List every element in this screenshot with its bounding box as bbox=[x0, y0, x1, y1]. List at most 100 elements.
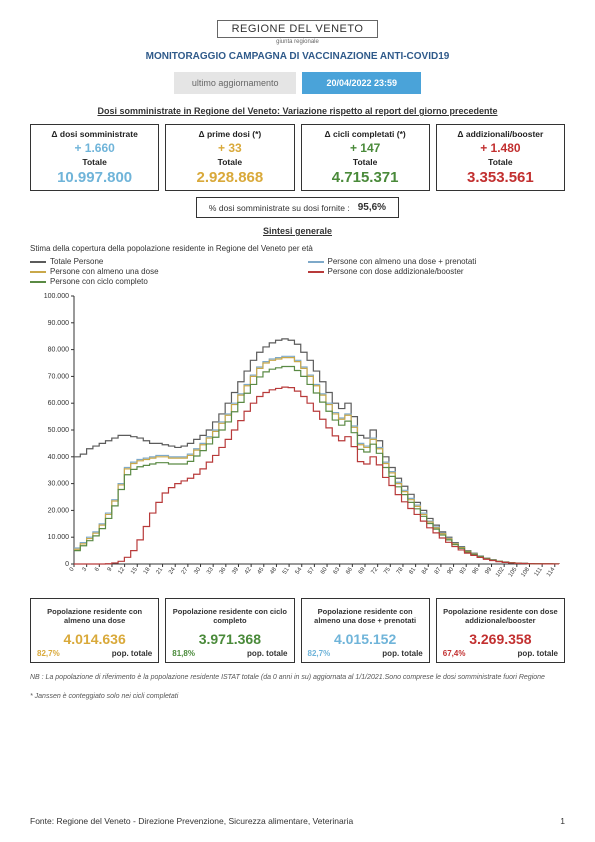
svg-text:108: 108 bbox=[520, 566, 531, 578]
svg-text:57: 57 bbox=[307, 566, 316, 575]
bstat-pct: 82,7% bbox=[37, 649, 60, 658]
stat-box: Δ cicli completati (*)+ 147Totale4.715.3… bbox=[301, 124, 430, 191]
update-row: ultimo aggiornamento 20/04/2022 23:59 bbox=[30, 72, 565, 94]
stat-total: 3.353.561 bbox=[439, 169, 562, 186]
bstat-pop-label: pop. totale bbox=[112, 649, 152, 658]
svg-text:96: 96 bbox=[472, 566, 481, 575]
footnote-2: * Janssen è conteggiato solo nei cicli c… bbox=[30, 692, 565, 701]
stat-total-label: Totale bbox=[439, 157, 562, 167]
bstat-title: Popolazione residente con almeno una dos… bbox=[33, 603, 156, 629]
svg-text:60: 60 bbox=[320, 566, 329, 575]
update-label: ultimo aggiornamento bbox=[174, 72, 297, 94]
svg-text:40.000: 40.000 bbox=[48, 454, 70, 461]
legend-item: Persone con dose addizionale/booster bbox=[308, 267, 566, 276]
population-stat-box: Popolazione residente con almeno una dos… bbox=[30, 598, 159, 663]
stat-boxes-row: Δ dosi somministrate + 1.660 Totale 10.997.… bbox=[30, 124, 565, 191]
stat-delta: + 1.480 bbox=[439, 141, 562, 155]
stat-total-label: Totale bbox=[168, 157, 291, 167]
legend-label: Persone con dose addizionale/booster bbox=[328, 267, 464, 276]
svg-text:12: 12 bbox=[117, 566, 126, 575]
stat-box: Δ dosi somministrate + 1.660 Totale 10.997.… bbox=[30, 124, 159, 191]
svg-text:93: 93 bbox=[459, 566, 468, 575]
svg-text:33: 33 bbox=[206, 566, 215, 575]
svg-text:54: 54 bbox=[295, 566, 304, 575]
legend-item: Persone con almeno una dose + prenotati bbox=[308, 257, 566, 266]
population-stats-row: Popolazione residente con almeno una dos… bbox=[30, 598, 565, 663]
svg-text:18: 18 bbox=[143, 566, 152, 575]
svg-text:111: 111 bbox=[534, 566, 545, 577]
stat-total: 4.715.371 bbox=[304, 169, 427, 186]
page-footer: Fonte: Regione del Veneto - Direzione Pr… bbox=[30, 816, 565, 826]
svg-text:9: 9 bbox=[107, 566, 114, 573]
legend-item: Persone con ciclo completo bbox=[30, 277, 288, 286]
svg-text:51: 51 bbox=[282, 566, 291, 575]
stat-total: 10.997.800 bbox=[33, 169, 156, 186]
svg-text:0: 0 bbox=[69, 566, 76, 573]
pct-row: % dosi somministrate su dosi fornite : 9… bbox=[30, 197, 565, 218]
bstat-pct: 82,7% bbox=[308, 649, 331, 658]
stat-title: Δ dosi somministrate bbox=[33, 129, 156, 139]
svg-text:3: 3 bbox=[81, 566, 88, 573]
svg-text:66: 66 bbox=[345, 566, 354, 575]
svg-text:69: 69 bbox=[358, 566, 367, 575]
section-synthesis-title: Sintesi generale bbox=[30, 226, 565, 236]
svg-text:36: 36 bbox=[219, 566, 228, 575]
svg-text:80.000: 80.000 bbox=[48, 347, 70, 354]
svg-text:70.000: 70.000 bbox=[48, 373, 70, 380]
header-logo: REGIONE DEL VENETO giunta regionale bbox=[30, 20, 565, 45]
chart-description: Stima della copertura della popolazione … bbox=[30, 244, 565, 253]
svg-text:78: 78 bbox=[396, 566, 405, 575]
svg-text:45: 45 bbox=[257, 566, 266, 575]
stat-title: Δ cicli completati (*) bbox=[304, 129, 427, 139]
pct-label: % dosi somministrate su dosi fornite : bbox=[209, 203, 350, 213]
bstat-pop-label: pop. totale bbox=[382, 649, 422, 658]
footer-source: Fonte: Regione del Veneto - Direzione Pr… bbox=[30, 816, 353, 826]
page-title: MONITORAGGIO CAMPAGNA DI VACCINAZIONE AN… bbox=[30, 51, 565, 62]
stat-total-label: Totale bbox=[33, 157, 156, 167]
svg-text:114: 114 bbox=[546, 566, 557, 578]
svg-text:10.000: 10.000 bbox=[48, 534, 70, 541]
svg-text:15: 15 bbox=[130, 566, 139, 575]
bstat-value: 4.015.152 bbox=[304, 631, 427, 647]
svg-text:6: 6 bbox=[94, 566, 101, 573]
svg-text:0: 0 bbox=[65, 561, 69, 568]
stat-total-label: Totale bbox=[304, 157, 427, 167]
svg-text:99: 99 bbox=[484, 566, 493, 575]
svg-text:50.000: 50.000 bbox=[48, 427, 70, 434]
svg-text:105: 105 bbox=[508, 566, 519, 578]
bstat-value: 3.971.368 bbox=[168, 631, 291, 647]
stat-total: 2.928.868 bbox=[168, 169, 291, 186]
bstat-title: Popolazione residente con almeno una dos… bbox=[304, 603, 427, 629]
footnote-1: NB : La popolazione di riferimento è la … bbox=[30, 673, 565, 682]
bstat-value: 4.014.636 bbox=[33, 631, 156, 647]
pct-value: 95,6% bbox=[358, 202, 386, 213]
logo-subtitle: giunta regionale bbox=[30, 39, 565, 45]
population-stat-box: Popolazione residente con dose addiziona… bbox=[436, 598, 565, 663]
bstat-pct: 67,4% bbox=[443, 649, 466, 658]
bstat-title: Popolazione residente con ciclo completo bbox=[168, 603, 291, 629]
svg-text:75: 75 bbox=[383, 566, 392, 575]
svg-text:84: 84 bbox=[421, 566, 430, 575]
svg-text:81: 81 bbox=[408, 566, 417, 575]
svg-text:27: 27 bbox=[181, 566, 190, 575]
pct-box: % dosi somministrate su dosi fornite : 9… bbox=[196, 197, 399, 218]
stat-box: Δ addizionali/booster + 1.480 Totale 3.353.… bbox=[436, 124, 565, 191]
population-stat-box: Popolazione residente con almeno una dos… bbox=[301, 598, 430, 663]
svg-text:60.000: 60.000 bbox=[48, 400, 70, 407]
legend-label: Totale Persone bbox=[50, 257, 103, 266]
bstat-pct: 81,8% bbox=[172, 649, 195, 658]
svg-text:87: 87 bbox=[434, 566, 443, 575]
svg-text:72: 72 bbox=[371, 566, 380, 575]
bstat-pop-label: pop. totale bbox=[518, 649, 558, 658]
bstat-value: 3.269.358 bbox=[439, 631, 562, 647]
stat-title: Δ addizionali/booster bbox=[439, 129, 562, 139]
svg-text:30: 30 bbox=[193, 566, 202, 575]
svg-text:90: 90 bbox=[446, 566, 455, 575]
svg-text:21: 21 bbox=[155, 566, 164, 575]
stat-delta: + 1.660 bbox=[33, 141, 156, 155]
section-doses-title: Dosi somministrate in Regione del Veneto… bbox=[30, 106, 565, 116]
logo-text: REGIONE DEL VENETO bbox=[217, 20, 379, 38]
legend-item: Totale Persone bbox=[30, 257, 288, 266]
legend-label: Persone con almeno una dose + prenotati bbox=[328, 257, 477, 266]
bstat-title: Popolazione residente con dose addiziona… bbox=[439, 603, 562, 629]
